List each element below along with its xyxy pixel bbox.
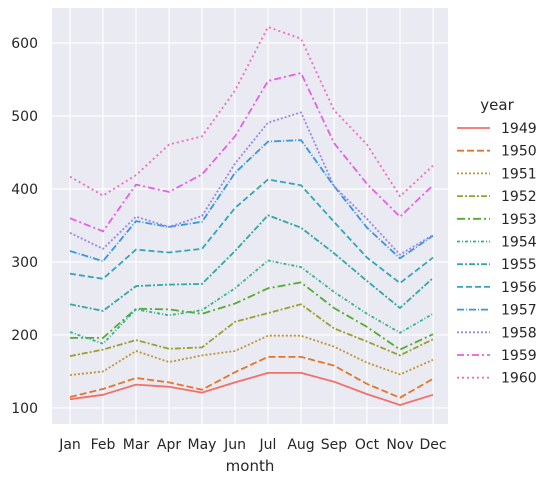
series-line-1955 [69,214,434,312]
x-axis-title: month [226,457,275,475]
legend-label-1957: 1957 [501,303,537,319]
y-tick-label: 400 [11,182,38,198]
legend-label-1960: 1960 [501,371,537,387]
y-tick-label: 100 [11,401,38,417]
y-tick-label: 600 [11,36,38,52]
y-tick-label: 200 [11,328,38,344]
x-tick-label: Nov [386,437,413,453]
legend-label-1950: 1950 [501,144,537,160]
series-line-1956 [69,178,434,285]
series-lines [69,26,434,406]
x-tick-label: Mar [123,437,150,453]
x-tick-label: Jun [223,437,246,453]
plot-background [52,8,448,424]
legend: 1949 1950 1951 1952 1953 1954 1955 1956 1957 1958… [457,121,537,387]
legend-label-1951: 1951 [501,166,537,182]
legend-label-1953: 1953 [501,212,537,228]
x-tick-label: Dec [419,437,446,453]
x-tick-label: Jul [259,437,277,453]
series-line-1957 [69,139,434,263]
x-tick-label: May [188,437,217,453]
y-axis-ticks: 100 200 300 400 500 600 [11,36,38,417]
x-tick-label: Sep [321,437,348,453]
series-line-1954 [69,259,434,345]
x-tick-label: Aug [287,437,314,453]
series-line-1952 [69,303,434,357]
x-tick-label: Apr [157,437,181,453]
x-tick-label: Jan [58,437,81,453]
y-tick-label: 500 [11,109,38,125]
series-line-1949 [69,371,434,406]
legend-label-1949: 1949 [501,121,537,137]
legend-label-1956: 1956 [501,280,537,296]
legend-label-1954: 1954 [501,235,537,251]
legend-label-1959: 1959 [501,348,537,364]
x-axis-ticks: Jan Feb Mar Apr May Jun Jul Aug Sep Oct Nov Dec [58,437,446,453]
series-line-1951 [69,334,434,376]
y-tick-label: 300 [11,255,38,271]
series-line-1958 [69,111,434,256]
legend-label-1952: 1952 [501,189,537,205]
legend-label-1958: 1958 [501,325,537,341]
legend-label-1955: 1955 [501,257,537,273]
legend-title: year [480,96,514,114]
series-line-1959 [69,72,434,233]
series-line-1950 [69,355,434,399]
x-tick-label: Oct [355,437,380,453]
series-line-1960 [69,26,434,198]
x-tick-label: Feb [91,437,116,453]
series-line-1953 [70,281,434,351]
